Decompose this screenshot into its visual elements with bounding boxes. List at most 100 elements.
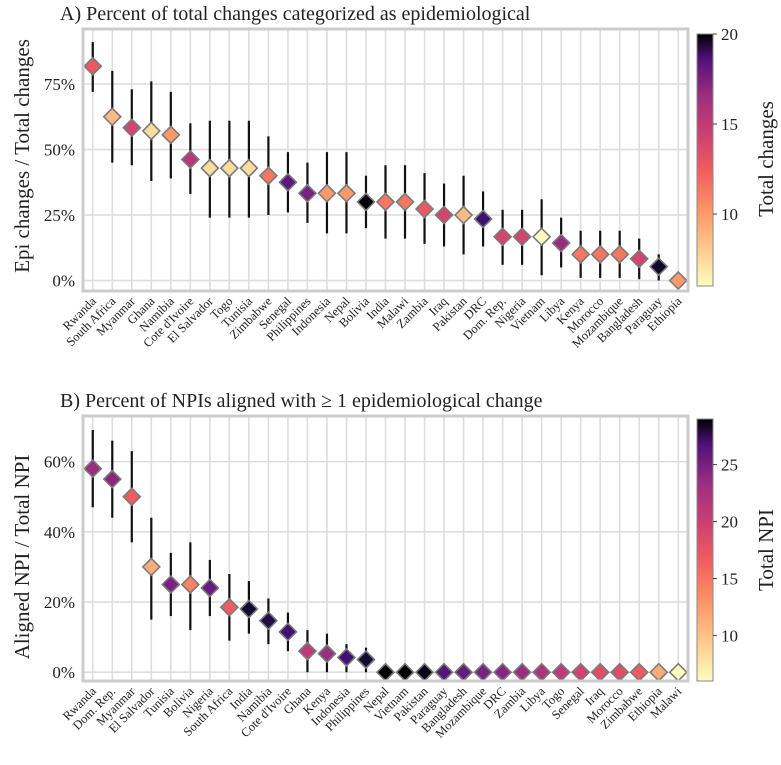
panel-b-y-tick-label-1: 20% [44, 593, 75, 612]
panel-b-point-29 [649, 662, 669, 682]
panel-a-frame [81, 27, 690, 293]
panel-a-point-27 [610, 244, 630, 264]
panel-b-point-7 [219, 597, 240, 617]
panel-a-point-13 [336, 183, 357, 203]
panel-a-point-9 [258, 166, 279, 186]
panel-a-point-23 [531, 227, 552, 247]
panel-b-colorbar-tick-label-2: 20 [721, 513, 738, 532]
panel-b-point-12 [317, 643, 337, 664]
panel-b-point-27 [610, 662, 630, 682]
panel-a-point-11 [297, 183, 318, 203]
panel-a-y-tick-label-2: 50% [44, 141, 75, 160]
panel-a-point-20 [473, 209, 493, 229]
panel-a-point-26 [590, 244, 610, 264]
panel-a-point-16 [395, 192, 415, 212]
panel-b-point-6 [200, 578, 220, 598]
panel-a-point-19 [453, 205, 474, 225]
panel-a-colorbar-bar [696, 33, 714, 287]
panel-a-points [83, 56, 688, 291]
panel-a-point-8 [239, 158, 259, 178]
panel-b-point-19 [453, 662, 474, 682]
panel-b-point-23 [531, 662, 552, 682]
panel-b-point-0 [83, 459, 103, 479]
panel-b-y-ticks: 0% 20% 40% 60% [44, 453, 75, 683]
panel-a-point-14 [356, 192, 376, 212]
panel-b-colorbar-bar [696, 418, 714, 682]
panel-a-y-tick-label-1: 25% [44, 206, 75, 225]
panel-a-point-1 [102, 107, 122, 127]
panel-b-point-28 [629, 662, 649, 682]
panel-a-point-7 [219, 158, 240, 178]
panel-b-y-tick-label-3: 60% [44, 453, 75, 472]
panel-b-point-10 [278, 622, 298, 642]
panel-a-colorbar-tick-label-0: 10 [721, 205, 738, 224]
panel-a-point-18 [434, 205, 454, 225]
panel-b-point-18 [434, 662, 454, 682]
panel-b-point-24 [551, 662, 571, 682]
panel-a-point-4 [161, 125, 181, 145]
panel-a-y-tick-label-3: 75% [44, 75, 75, 94]
panel-b-point-4 [161, 574, 181, 595]
panel-b-y-tick-label-0: 0% [52, 663, 75, 682]
panel-a-point-22 [512, 227, 532, 247]
panel-a-point-29 [649, 257, 669, 277]
panel-b-title: B) Percent of NPIs aligned with ≥ 1 epid… [60, 390, 543, 412]
panel-a-colorbar-tick-label-2: 20 [721, 25, 738, 44]
panel-b-point-1 [102, 469, 122, 489]
panel-b-point-22 [512, 662, 532, 682]
panel-a-point-2 [122, 118, 142, 138]
panel-b-point-30 [668, 662, 688, 682]
panel-b-point-17 [414, 662, 435, 682]
panel-a-point-24 [551, 233, 571, 253]
panel-a-point-21 [492, 227, 513, 247]
panel-b-point-25 [571, 662, 591, 682]
panel-a-point-6 [200, 158, 220, 178]
panel-b-point-13 [336, 647, 357, 668]
panel-a-point-10 [278, 172, 298, 192]
panel-a-point-5 [180, 149, 200, 170]
panel-b-point-16 [395, 662, 415, 682]
panel-b: B) Percent of NPIs aligned with ≥ 1 epid… [10, 390, 778, 741]
panel-a-error-bars [91, 42, 660, 281]
panel-a-title: A) Percent of total changes categorized … [60, 3, 531, 25]
panel-a-colorbar-title: Total changes [754, 101, 778, 217]
panel-a-point-12 [317, 183, 337, 203]
panel-b-colorbar-tick-label-1: 15 [721, 569, 738, 588]
panel-a-y-ticks: 0% 25% 50% 75% [44, 75, 75, 291]
panel-a-point-30 [668, 270, 688, 291]
panel-b-ylabel: Aligned NPI / Total NPI [10, 455, 34, 660]
panel-b-point-8 [239, 599, 259, 619]
panel-b-point-21 [492, 662, 513, 682]
panel-a-point-25 [571, 244, 591, 264]
panel-a-point-17 [414, 199, 435, 219]
panel-b-point-26 [590, 662, 610, 682]
panel-a-colorbar: 10 15 20 Total changes [696, 25, 778, 287]
panel-b-point-9 [258, 610, 279, 631]
panel-b-colorbar-title: Total NPI [754, 509, 778, 591]
panel-b-point-15 [375, 662, 396, 682]
panel-a-point-3 [141, 121, 161, 141]
panel-b-y-tick-label-2: 40% [44, 523, 75, 542]
panel-a-point-15 [375, 192, 396, 212]
panel-b-frame [81, 414, 690, 683]
panel-b-colorbar-tick-label-0: 10 [721, 626, 738, 645]
panel-a-point-0 [83, 56, 103, 76]
panel-b-point-2 [122, 487, 142, 507]
panel-a-point-28 [629, 249, 649, 269]
panel-b-colorbar: 10 15 20 25 Total NPI [696, 418, 778, 682]
panel-b-colorbar-tick-label-3: 25 [721, 456, 738, 475]
panel-b-points [83, 459, 688, 682]
panel-a-ylabel: Epi changes / Total changes [10, 39, 34, 273]
panel-a-colorbar-tick-label-1: 15 [721, 115, 738, 134]
panel-a-y-tick-label-0: 0% [52, 272, 75, 291]
panel-b-point-5 [180, 574, 200, 595]
panel-b-point-3 [141, 557, 161, 577]
panel-b-grid [83, 416, 688, 681]
panel-b-point-11 [297, 641, 318, 661]
panel-a: A) Percent of total changes categorized … [10, 3, 778, 351]
panel-b-point-14 [356, 649, 376, 670]
